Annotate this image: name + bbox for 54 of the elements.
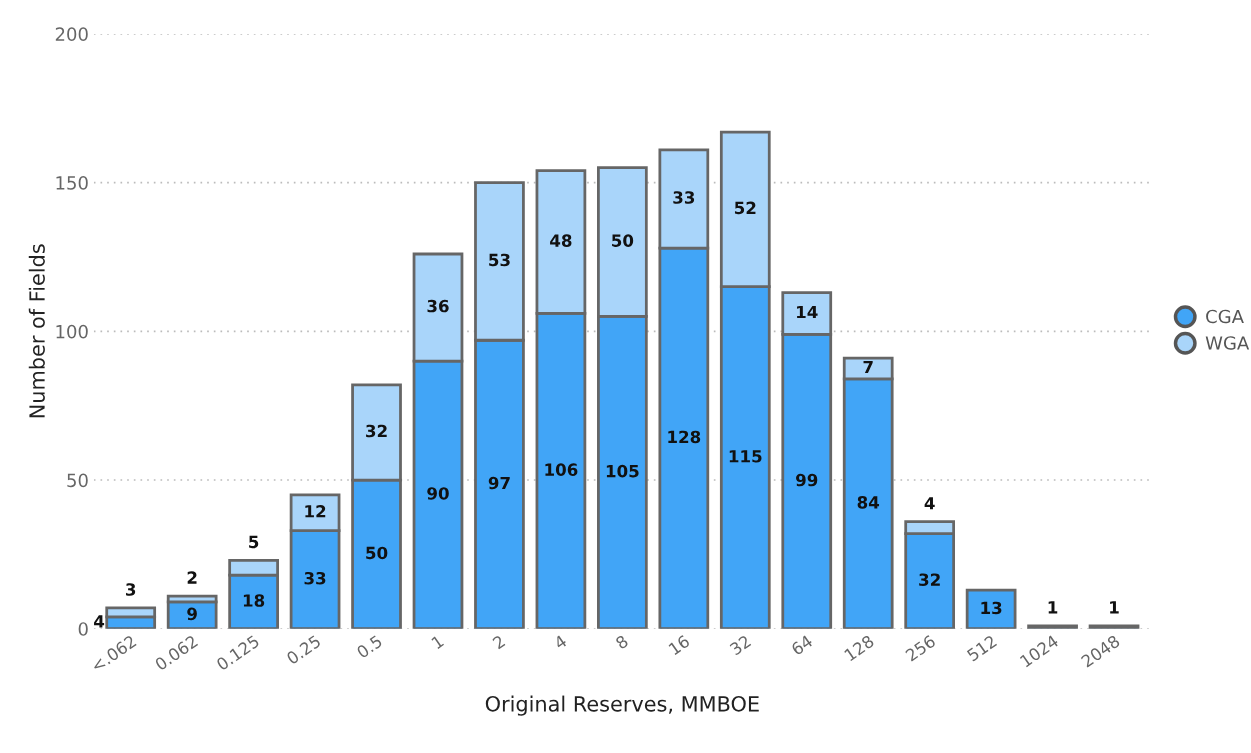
data-label: 53 — [489, 253, 510, 267]
x-tick-label: 256 — [904, 634, 937, 662]
x-axis-title: Original Reserves, MMBOE — [485, 695, 759, 716]
data-label: 1 — [1048, 601, 1058, 614]
data-label: 4 — [924, 497, 935, 510]
y-axis-title: Number of Fields — [28, 244, 45, 418]
data-label: 99 — [796, 473, 818, 487]
data-label: 2 — [187, 571, 197, 584]
data-label: 33 — [304, 571, 326, 585]
data-label: 5 — [249, 535, 259, 549]
legend-label: CGA — [1206, 309, 1244, 324]
data-label: 4 — [94, 615, 105, 628]
data-label: 33 — [673, 191, 695, 204]
data-label: 14 — [797, 305, 818, 319]
data-label: 12 — [305, 504, 326, 518]
data-label: 106 — [545, 463, 578, 476]
y-tick-label: 200 — [55, 27, 88, 41]
x-tick-label: 512 — [966, 634, 998, 662]
y-tick-label: 50 — [67, 473, 88, 488]
y-tick-label: 100 — [56, 324, 88, 339]
data-label: 50 — [612, 234, 634, 247]
data-label: 97 — [488, 476, 510, 490]
data-label: 3 — [126, 583, 136, 596]
x-tick-label: 2 — [491, 634, 506, 650]
data-label: 50 — [366, 546, 388, 560]
data-label: 32 — [366, 424, 387, 438]
x-tick-label: 0.5 — [355, 634, 383, 659]
data-label: 128 — [668, 430, 701, 444]
x-tick-label: 16 — [668, 634, 691, 656]
bar — [1027, 624, 1078, 629]
data-label: 32 — [919, 573, 940, 586]
x-tick-label: 8 — [614, 634, 629, 650]
bar — [965, 588, 1017, 629]
data-label: 13 — [981, 601, 1002, 615]
data-label: 105 — [606, 464, 639, 478]
data-label: 7 — [863, 360, 873, 374]
data-label: 84 — [857, 496, 880, 509]
data-label: 115 — [729, 450, 762, 463]
data-label: 90 — [427, 487, 449, 500]
x-tick-label: 4 — [553, 634, 568, 650]
data-label: 9 — [187, 607, 197, 621]
data-label: 18 — [243, 594, 265, 607]
x-tick-label: 32 — [729, 634, 752, 656]
data-label: 48 — [550, 234, 572, 247]
data-label: 52 — [734, 201, 756, 215]
y-tick-label: 150 — [56, 176, 88, 190]
bar — [1088, 624, 1140, 629]
x-tick-label: 128 — [843, 634, 875, 662]
legend-label: WGA — [1205, 336, 1250, 350]
x-tick-label: 64 — [790, 634, 814, 656]
x-tick-label: 1 — [431, 634, 444, 650]
data-label: 1 — [1110, 601, 1119, 614]
data-label: 36 — [427, 299, 449, 313]
y-tick-label: 0 — [78, 622, 88, 636]
